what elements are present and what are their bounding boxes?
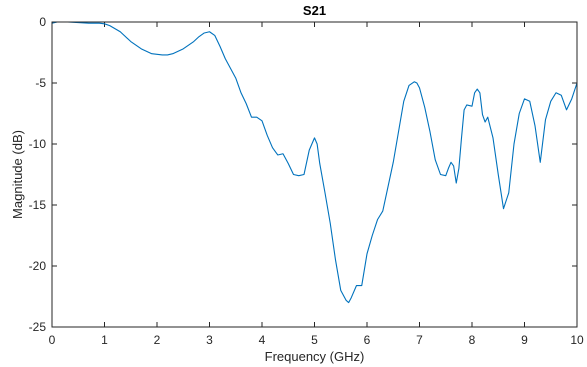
- y-tick-label: -10: [29, 137, 47, 151]
- plot-frame: [51, 21, 578, 328]
- chart-title: S21: [303, 3, 326, 18]
- x-tick-label: 5: [311, 333, 318, 347]
- x-tick-label: 6: [364, 333, 371, 347]
- x-tick-label: 7: [416, 333, 423, 347]
- x-tick-label: 1: [101, 333, 108, 347]
- tick-labels-layer: 0 1 2 3 4 5 6 7 8 9 10 0 -5 -10 -15 -20 -25: [29, 15, 584, 347]
- x-tick-label: 3: [206, 333, 213, 347]
- plot-background: [52, 22, 577, 327]
- x-tick-label: 8: [469, 333, 476, 347]
- y-tick-label: -5: [35, 76, 46, 90]
- y-tick-label: -25: [29, 320, 47, 334]
- x-axis-title: Frequency (GHz): [265, 349, 365, 364]
- x-tick-label: 9: [521, 333, 528, 347]
- x-tick-label: 4: [259, 333, 266, 347]
- y-tick-label: -15: [29, 198, 47, 212]
- x-tick-label: 10: [570, 333, 584, 347]
- series-line: [51, 21, 578, 304]
- y-axis-title: Magnitude (dB): [10, 130, 25, 219]
- y-tick-label: 0: [39, 15, 46, 29]
- x-tick-label: 0: [49, 333, 56, 347]
- y-tick-label: -20: [29, 259, 47, 273]
- x-tick-label: 2: [154, 333, 161, 347]
